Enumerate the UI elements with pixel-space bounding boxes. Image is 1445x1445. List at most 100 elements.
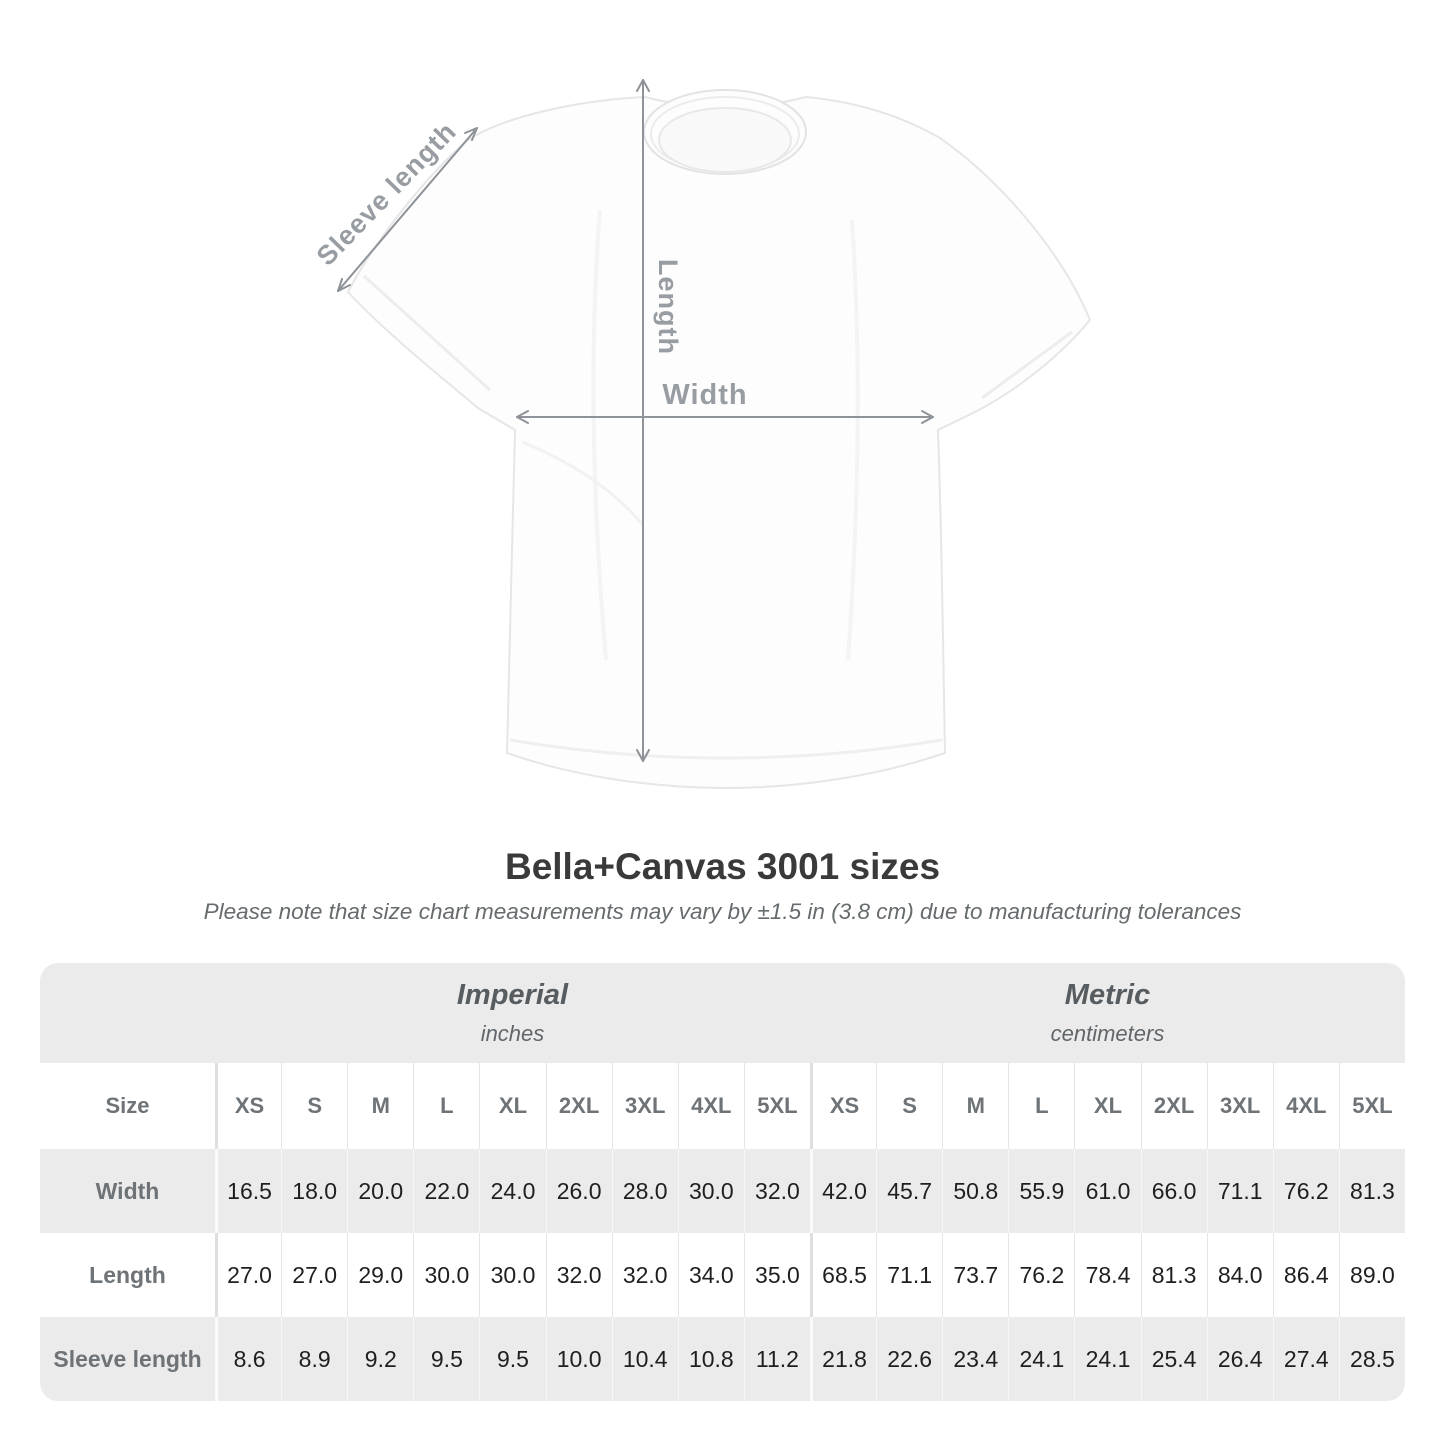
table-cell: 27.0: [281, 1233, 348, 1317]
tshirt-outline: [346, 95, 1092, 790]
table-cell: 71.1: [876, 1233, 943, 1317]
crease-line: [846, 219, 860, 661]
table-cell: 8.6: [215, 1317, 282, 1401]
left-sleeve-seam: [362, 274, 492, 392]
table-cell: 76.2: [1008, 1233, 1075, 1317]
table-cell: 32.0: [545, 1233, 612, 1317]
table-cell: 32.0: [743, 1149, 810, 1233]
length-row: Length 27.0 27.0 29.0 30.0 30.0 32.0 32.…: [40, 1233, 1405, 1317]
table-cell: 30.0: [413, 1233, 480, 1317]
imperial-label: Imperial: [456, 979, 569, 1011]
table-cell: 86.4: [1272, 1233, 1339, 1317]
size-header: XS: [215, 1063, 282, 1149]
table-cell: 76.2: [1272, 1149, 1339, 1233]
tolerance-note: Please note that size chart measurements…: [203, 898, 1242, 924]
row-label-length: Length: [40, 1233, 215, 1317]
table-cell: 18.0: [281, 1149, 348, 1233]
table-cell: 11.2: [743, 1317, 810, 1401]
length-arrow: [636, 79, 650, 762]
heading-block: Bella+Canvas 3001 sizes Please note that…: [0, 846, 1445, 925]
table-cell: 9.2: [347, 1317, 414, 1401]
size-header: 2XL: [545, 1063, 612, 1149]
table-cell: 61.0: [1074, 1149, 1141, 1233]
size-header: L: [413, 1063, 480, 1149]
table-cell: 55.9: [1008, 1149, 1075, 1233]
width-arrow: [516, 410, 934, 424]
table-cell: 22.6: [876, 1317, 943, 1401]
size-header: S: [876, 1063, 943, 1149]
table-cell: 71.1: [1206, 1149, 1273, 1233]
length-label: Length: [653, 259, 683, 355]
size-chart-table: Imperial inches Metric centimeters Size …: [40, 963, 1405, 1401]
table-cell: 24.1: [1008, 1317, 1075, 1401]
table-cell: 34.0: [677, 1233, 744, 1317]
table-cell: 10.8: [677, 1317, 744, 1401]
table-cell: 22.0: [413, 1149, 480, 1233]
table-cell: 28.5: [1338, 1317, 1405, 1401]
table-cell: 81.3: [1140, 1233, 1207, 1317]
table-cell: 68.5: [809, 1233, 877, 1317]
table-cell: 10.0: [545, 1317, 612, 1401]
unit-band-corner: [40, 963, 215, 1063]
imperial-unit: inches: [480, 1021, 545, 1046]
table-cell: 32.0: [611, 1233, 678, 1317]
table-cell: 81.3: [1338, 1149, 1405, 1233]
crease-line: [591, 209, 608, 661]
size-header: 3XL: [1206, 1063, 1273, 1149]
table-cell: 9.5: [479, 1317, 546, 1401]
sleeve-length-arrow: [337, 127, 478, 292]
size-header: M: [942, 1063, 1009, 1149]
width-label: Width: [662, 379, 747, 411]
size-column-header: Size: [40, 1063, 215, 1149]
table-cell: 30.0: [479, 1233, 546, 1317]
table-cell: 29.0: [347, 1233, 414, 1317]
table-cell: 45.7: [876, 1149, 943, 1233]
table-cell: 28.0: [611, 1149, 678, 1233]
table-cell: 21.8: [809, 1317, 877, 1401]
table-cell: 30.0: [677, 1149, 744, 1233]
crease-line: [521, 440, 644, 525]
imperial-section-header: Imperial inches: [215, 963, 810, 1063]
table-cell: 50.8: [942, 1149, 1009, 1233]
size-header: 4XL: [1272, 1063, 1339, 1149]
size-header: XL: [479, 1063, 546, 1149]
size-header: 3XL: [611, 1063, 678, 1149]
table-cell: 42.0: [809, 1149, 877, 1233]
size-header: S: [281, 1063, 348, 1149]
size-header: 5XL: [743, 1063, 810, 1149]
unit-band-row: Imperial inches Metric centimeters: [40, 963, 1405, 1063]
table-cell: 66.0: [1140, 1149, 1207, 1233]
row-label-width: Width: [40, 1149, 215, 1233]
row-label-sleeve-length: Sleeve length: [40, 1317, 215, 1401]
size-header: 2XL: [1140, 1063, 1207, 1149]
table-cell: 26.4: [1206, 1317, 1273, 1401]
table-cell: 23.4: [942, 1317, 1009, 1401]
size-header-row: Size XS S M L XL 2XL 3XL 4XL 5XL XS S M …: [40, 1063, 1405, 1149]
table-cell: 25.4: [1140, 1317, 1207, 1401]
table-cell: 24.0: [479, 1149, 546, 1233]
size-header: L: [1008, 1063, 1075, 1149]
metric-section-header: Metric centimeters: [809, 963, 1405, 1063]
size-header: XS: [809, 1063, 877, 1149]
bottom-hem-seam: [509, 738, 943, 760]
collar-neck-hole: [658, 107, 792, 173]
size-header: M: [347, 1063, 414, 1149]
right-sleeve-seam: [981, 330, 1073, 400]
table-cell: 10.4: [611, 1317, 678, 1401]
table-cell: 27.0: [215, 1233, 282, 1317]
table-cell: 20.0: [347, 1149, 414, 1233]
sleeve-length-row: Sleeve length 8.6 8.9 9.2 9.5 9.5 10.0 1…: [40, 1317, 1405, 1401]
metric-unit: centimeters: [1050, 1021, 1165, 1046]
table-cell: 27.4: [1272, 1317, 1339, 1401]
table-cell: 8.9: [281, 1317, 348, 1401]
table-cell: 26.0: [545, 1149, 612, 1233]
size-header: XL: [1074, 1063, 1141, 1149]
metric-label: Metric: [1064, 979, 1151, 1011]
table-cell: 24.1: [1074, 1317, 1141, 1401]
table-cell: 89.0: [1338, 1233, 1405, 1317]
size-header: 5XL: [1338, 1063, 1405, 1149]
table-cell: 84.0: [1206, 1233, 1273, 1317]
table-cell: 16.5: [215, 1149, 282, 1233]
page-title: Bella+Canvas 3001 sizes: [504, 846, 941, 887]
table-cell: 9.5: [413, 1317, 480, 1401]
